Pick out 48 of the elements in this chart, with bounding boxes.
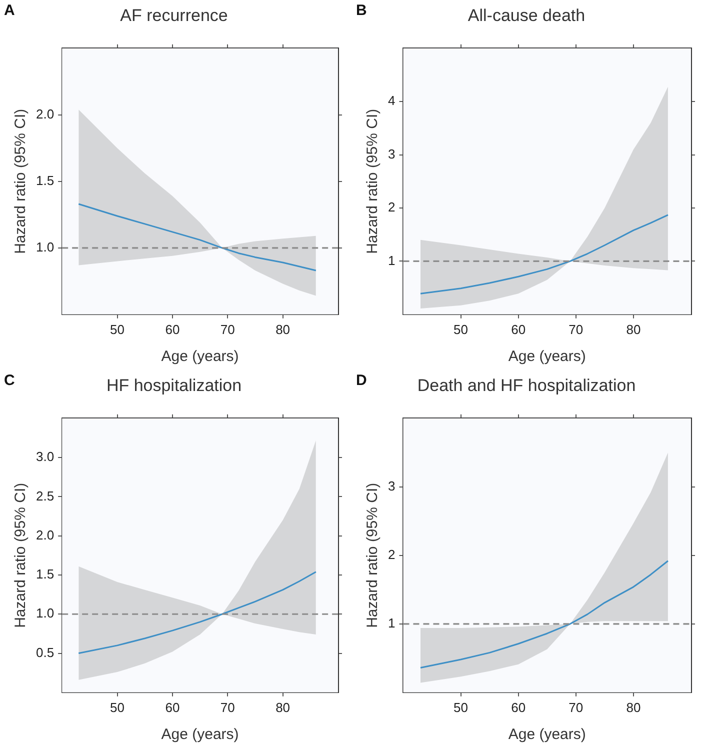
y-tick-label: 2	[388, 200, 396, 215]
y-tick-label: 1.5	[36, 172, 54, 188]
x-tick-label: 70	[568, 700, 584, 715]
y-tick-label: 1	[388, 615, 396, 630]
x-axis-title: Age (years)	[508, 348, 586, 366]
x-tick-label: 70	[568, 322, 584, 337]
y-tick-label: 1.5	[36, 566, 54, 582]
y-tick-label: 2.5	[36, 488, 54, 504]
x-axis-title: Age (years)	[161, 726, 239, 744]
x-tick-label: 80	[276, 322, 290, 337]
x-tick-label: 80	[626, 322, 641, 337]
x-tick-label: 60	[165, 322, 180, 337]
x-tick-label: 50	[454, 322, 468, 337]
text: D	[356, 372, 367, 389]
x-axis-title: Age (years)	[161, 348, 239, 366]
y-tick-label: 0.5	[36, 644, 54, 660]
y-tick-label: 2	[388, 546, 396, 562]
text: B	[356, 2, 367, 19]
y-axis-title: Hazard ratio (95% CI)	[12, 482, 30, 628]
y-tick-label: 2.0	[36, 106, 54, 122]
y-tick-label: 3	[388, 478, 396, 494]
chart-title: All-cause death	[468, 6, 586, 25]
x-tick-label: 50	[110, 700, 124, 715]
y-axis-title: Hazard ratio (95% CI)	[12, 108, 30, 254]
chart-title: HF hospitalization	[106, 376, 242, 395]
y-tick-label: 2.0	[36, 527, 54, 542]
x-axis-title: Age (years)	[508, 726, 586, 744]
x-tick-label: 70	[220, 700, 235, 715]
x-tick-label: 50	[454, 700, 468, 715]
y-axis-title: Hazard ratio (95% CI)	[364, 108, 382, 254]
x-tick-label: 70	[220, 322, 235, 337]
y-tick-label: 3.0	[36, 449, 54, 464]
x-tick-label: 60	[511, 700, 526, 715]
x-tick-label: 60	[511, 322, 526, 337]
text: C	[4, 372, 15, 389]
y-tick-label: 3	[388, 146, 396, 162]
x-tick-label: 50	[110, 322, 124, 337]
x-tick-label: 80	[276, 700, 290, 715]
y-tick-label: 1	[388, 252, 396, 268]
text: A	[4, 2, 15, 19]
y-tick-label: 4	[388, 93, 396, 108]
x-tick-label: 60	[165, 700, 180, 715]
y-tick-label: 1.0	[36, 239, 54, 254]
y-tick-label: 1.0	[36, 606, 54, 621]
chart-title: AF recurrence	[120, 6, 228, 25]
x-tick-label: 80	[626, 700, 641, 715]
chart-title: Death and HF hospitalization	[417, 376, 636, 395]
y-axis-title: Hazard ratio (95% CI)	[364, 482, 382, 628]
